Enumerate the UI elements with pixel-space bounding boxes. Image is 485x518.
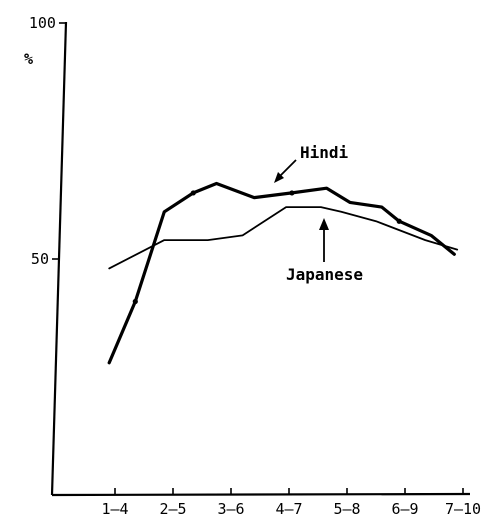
series-point-hindi (132, 298, 138, 305)
annotation-hindi-arrowhead (274, 172, 284, 183)
series-line-japanese (108, 206, 459, 270)
axes (50, 21, 471, 497)
x-tick-label: 1–4 (101, 500, 128, 518)
y-axis (50, 21, 68, 496)
annotation-japanese-arrowhead (319, 218, 329, 230)
x-tick-label: 4–7 (275, 500, 302, 518)
x-axis (51, 492, 471, 497)
x-tick-label: 3–6 (217, 500, 244, 518)
series-point-hindi (396, 218, 402, 224)
series-point-hindi (289, 190, 295, 196)
y-tick-label: 100 (29, 14, 56, 32)
annotation-hindi: Hindi (300, 143, 349, 162)
y-ticks: 50 100 (29, 14, 66, 268)
x-ticks: 1–4 2–5 3–6 4–7 5–8 6–9 7–10 (101, 488, 481, 518)
series-point-hindi (190, 190, 196, 196)
series-group (107, 181, 459, 365)
x-tick-label: 2–5 (159, 500, 186, 518)
annotations: Hindi Japanese (274, 143, 363, 284)
x-tick-label: 7–10 (445, 500, 481, 518)
y-axis-unit: % (24, 50, 33, 68)
y-tick-label: 50 (31, 250, 49, 268)
x-tick-label: 6–9 (391, 500, 418, 518)
annotation-japanese: Japanese (286, 265, 363, 284)
x-tick-label: 5–8 (333, 500, 360, 518)
